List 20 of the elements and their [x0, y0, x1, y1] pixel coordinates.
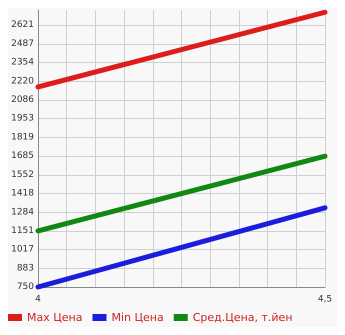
y-tick-label: 2487: [11, 38, 34, 49]
x-tick-label: 4,5: [318, 294, 332, 304]
y-tick-label: 2621: [11, 20, 34, 30]
legend-label: Min Цена: [111, 311, 164, 324]
y-tick-label: 2086: [11, 95, 34, 106]
y-tick-label: 1418: [11, 188, 34, 199]
legend-label: Сред.Цена, т.йен: [192, 311, 293, 324]
y-tick-label: 1685: [11, 151, 34, 162]
y-tick-label: 1017: [11, 244, 34, 255]
y-tick-label: 2220: [11, 76, 34, 86]
y-tick-label: 1953: [11, 114, 34, 124]
y-tick-label: 1819: [11, 132, 34, 142]
x-tick-label: 4: [35, 294, 42, 304]
y-tick-label: 1552: [11, 170, 34, 180]
y-tick-label: 883: [16, 263, 34, 274]
legend-label: Max Цена: [27, 311, 82, 324]
y-tick-label: 2354: [11, 58, 34, 68]
y-tick-label: 1284: [11, 207, 34, 218]
y-tick-label: 750: [16, 282, 34, 292]
y-tick-label: 1151: [11, 226, 34, 236]
